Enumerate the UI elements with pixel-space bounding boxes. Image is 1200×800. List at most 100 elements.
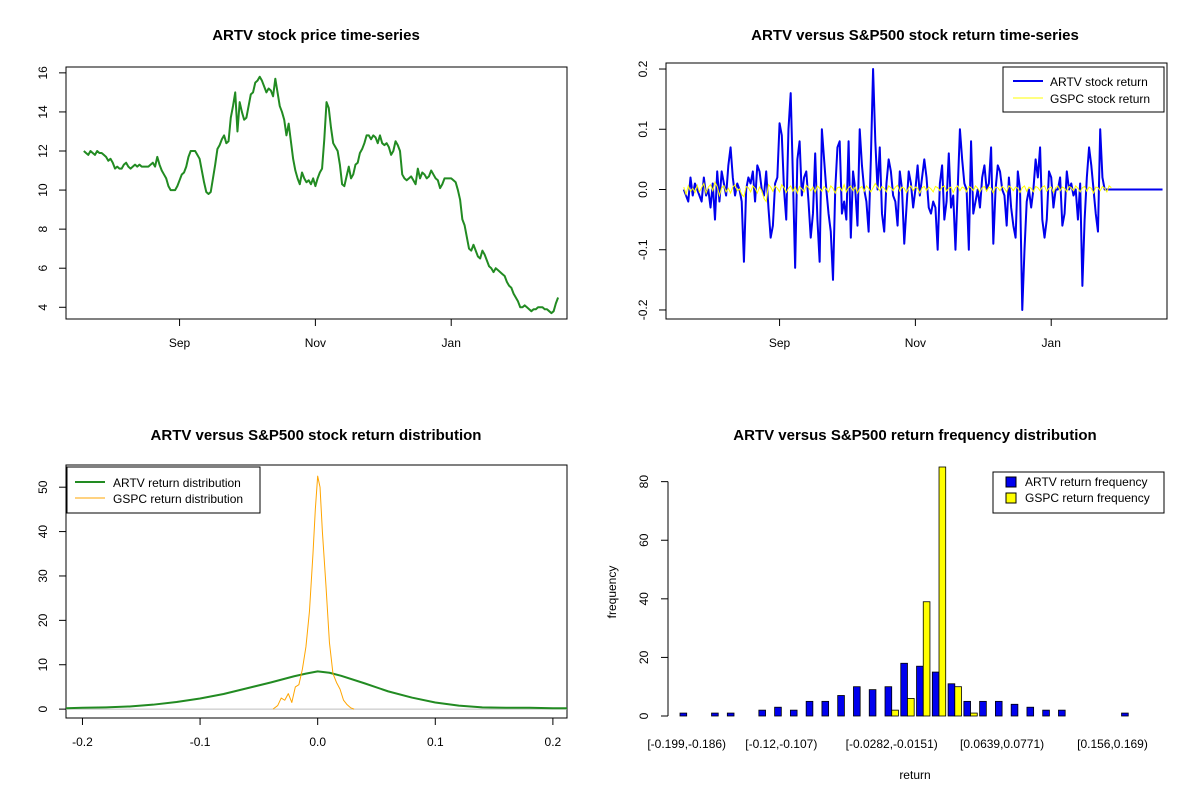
- frequency-artv-bar: [805, 700, 814, 717]
- returns-plot-frame: [665, 62, 1168, 320]
- returns-chart-title: ARTV versus S&P500 stock return time-ser…: [751, 27, 1079, 44]
- frequency-x-tick-label: [-0.12,-0.107): [745, 737, 817, 751]
- price-panel: ARTV stock price time-series 4 6 8 10 12 14 16…: [36, 27, 568, 350]
- price-chart-title: ARTV stock price time-series: [212, 27, 420, 44]
- price-axes: 4 6 8 10 12 14 16 Sep Nov Jan: [36, 66, 461, 350]
- frequency-legend-box: [992, 471, 1165, 514]
- frequency-y-tick-label: 80: [637, 475, 651, 489]
- frequency-artv-bar: [711, 712, 719, 717]
- price-y-tick-label: 8: [36, 225, 50, 232]
- price-y-tick-label: 12: [36, 144, 50, 158]
- frequency-artv-bar: [900, 662, 908, 717]
- frequency-legend-artv-label: ARTV return frequency: [1025, 475, 1148, 489]
- density-x-tick-label: 0.2: [545, 735, 562, 749]
- returns-artv-series-line: [682, 68, 1163, 311]
- frequency-artv-bar: [947, 683, 956, 717]
- density-marks: [65, 475, 567, 710]
- density-artv-curve: [65, 670, 567, 710]
- returns-y-tick-label: -0.2: [636, 299, 650, 320]
- frequency-chart-title: ARTV versus S&P500 return frequency dist…: [733, 427, 1096, 444]
- returns-gspc-series-line: [683, 180, 1112, 203]
- frequency-panel: ARTV versus S&P500 return frequency dist…: [605, 427, 1165, 782]
- returns-legend: ARTV stock return GSPC stock return: [1002, 66, 1165, 113]
- frequency-artv-bar: [931, 671, 940, 717]
- density-legend-gspc-label: GSPC return distribution: [113, 492, 243, 506]
- returns-panel: ARTV versus S&P500 stock return time-ser…: [636, 27, 1168, 350]
- frequency-gspc-bar: [922, 601, 931, 717]
- returns-y-tick-label: 0.0: [636, 181, 650, 198]
- frequency-legend-gspc-label: GSPC return frequency: [1025, 491, 1150, 505]
- returns-marks: [682, 68, 1163, 311]
- returns-x-tick-label: Jan: [1042, 336, 1061, 350]
- returns-legend-gspc-label: GSPC stock return: [1050, 92, 1150, 106]
- density-gspc-curve: [272, 475, 355, 710]
- frequency-gspc-bar: [891, 709, 899, 717]
- frequency-y-tick-label: 20: [637, 650, 651, 664]
- frequency-artv-bar: [1010, 703, 1019, 717]
- frequency-artv-bar: [758, 709, 766, 717]
- frequency-y-axis-label: frequency: [605, 566, 619, 619]
- price-x-tick-label: Jan: [442, 336, 461, 350]
- returns-y-tick-label: -0.1: [636, 239, 650, 260]
- frequency-artv-bar: [774, 706, 782, 717]
- returns-legend-box: [1002, 66, 1165, 113]
- frequency-artv-bar: [916, 665, 924, 717]
- density-panel: ARTV versus S&P500 stock return distribu…: [36, 427, 568, 749]
- density-legend-artv-label: ARTV return distribution: [113, 476, 241, 490]
- price-plot-frame: [65, 66, 568, 320]
- density-legend: ARTV return distribution GSPC return dis…: [66, 466, 261, 514]
- density-y-tick-label: 50: [36, 480, 50, 494]
- frequency-y-tick-label: 60: [637, 533, 651, 547]
- frequency-legend-gspc-swatch: [1005, 492, 1017, 504]
- frequency-artv-bar: [789, 709, 798, 717]
- frequency-artv-bar: [1058, 709, 1066, 717]
- density-plot-frame: [65, 464, 568, 719]
- frequency-y-tick-label: 40: [637, 592, 651, 606]
- frequency-legend: ARTV return frequency GSPC return freque…: [992, 471, 1165, 514]
- density-x-tick-label: -0.1: [190, 735, 211, 749]
- frequency-artv-bar: [821, 700, 830, 717]
- frequency-x-tick-label: [-0.199,-0.186): [647, 737, 726, 751]
- frequency-artv-bar: [995, 700, 1003, 717]
- density-x-tick-label: 0.0: [309, 735, 326, 749]
- frequency-gspc-bar: [938, 466, 947, 717]
- price-x-tick-label: Sep: [169, 336, 191, 350]
- frequency-legend-artv-swatch: [1005, 476, 1017, 488]
- density-x-tick-label: -0.2: [72, 735, 93, 749]
- density-y-tick-label: 30: [36, 569, 50, 583]
- price-x-tick-label: Nov: [305, 336, 326, 350]
- frequency-x-tick-label: [0.156,0.169): [1077, 737, 1148, 751]
- returns-y-tick-label: 0.2: [636, 60, 650, 77]
- frequency-artv-bar: [1026, 706, 1035, 717]
- frequency-y-tick-label: 0: [637, 712, 651, 719]
- returns-x-tick-label: Nov: [905, 336, 926, 350]
- frequency-artv-bar: [726, 712, 735, 717]
- density-y-tick-label: 0: [36, 705, 50, 712]
- frequency-x-axis-label: return: [899, 768, 930, 782]
- price-y-tick-label: 10: [36, 183, 50, 197]
- returns-legend-artv-label: ARTV stock return: [1050, 75, 1148, 89]
- frequency-artv-bar: [1121, 712, 1129, 717]
- frequency-artv-bar: [884, 686, 893, 717]
- price-y-tick-label: 16: [36, 66, 50, 80]
- frequency-artv-bar: [868, 689, 877, 717]
- price-marks: [83, 75, 560, 315]
- frequency-artv-bar: [679, 712, 688, 717]
- frequency-artv-bar: [979, 700, 987, 717]
- frequency-x-tick-label: [0.0639,0.0771): [960, 737, 1044, 751]
- frequency-gspc-bar: [970, 712, 978, 717]
- frequency-artv-bar: [1042, 709, 1050, 717]
- frequency-x-tick-label: [-0.0282,-0.0151): [846, 737, 938, 751]
- price-y-tick-label: 4: [36, 304, 50, 311]
- returns-y-tick-label: 0.1: [636, 121, 650, 138]
- density-x-tick-label: 0.1: [427, 735, 444, 749]
- frequency-artv-bar: [837, 695, 845, 717]
- returns-axes: -0.2 -0.1 0.0 0.1 0.2 Sep Nov Jan: [636, 60, 1061, 350]
- density-y-tick-label: 40: [36, 525, 50, 539]
- density-y-tick-label: 20: [36, 613, 50, 627]
- frequency-gspc-bar: [907, 698, 915, 717]
- returns-x-tick-label: Sep: [769, 336, 791, 350]
- price-series-line: [83, 75, 560, 315]
